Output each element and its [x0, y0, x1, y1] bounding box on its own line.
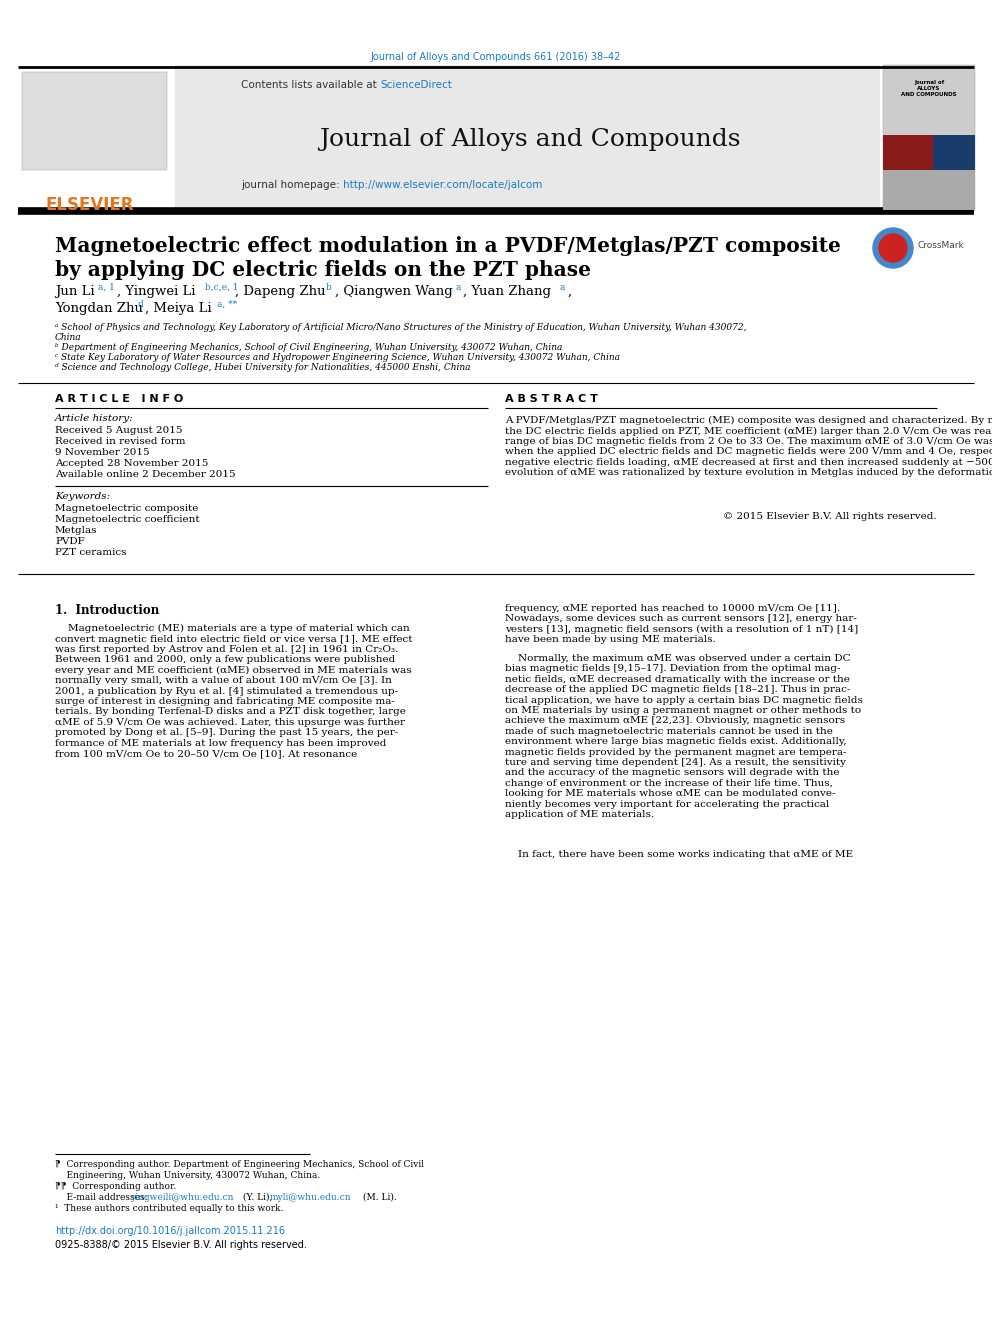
Text: frequency, αME reported has reached to 10000 mV/cm Oe [11].
Nowadays, some devic: frequency, αME reported has reached to 1… — [505, 605, 858, 644]
Text: (M. Li).: (M. Li). — [360, 1193, 397, 1203]
Text: myli@whu.edu.cn: myli@whu.edu.cn — [270, 1193, 351, 1203]
Text: a, 1: a, 1 — [98, 283, 115, 292]
Text: Magnetoelectric (ME) materials are a type of material which can
convert magnetic: Magnetoelectric (ME) materials are a typ… — [55, 624, 413, 758]
Text: Received in revised form: Received in revised form — [55, 437, 186, 446]
Text: Magnetoelectric effect modulation in a PVDF/Metglas/PZT composite: Magnetoelectric effect modulation in a P… — [55, 235, 841, 255]
Text: http://www.elsevier.com/locate/jalcom: http://www.elsevier.com/locate/jalcom — [343, 180, 543, 191]
Text: ᶜ State Key Laboratory of Water Resources and Hydropower Engineering Science, Wu: ᶜ State Key Laboratory of Water Resource… — [55, 353, 620, 363]
Text: PZT ceramics: PZT ceramics — [55, 548, 127, 557]
Text: , Meiya Li: , Meiya Li — [145, 302, 216, 315]
Text: A R T I C L E   I N F O: A R T I C L E I N F O — [55, 394, 184, 404]
Text: ᵃ School of Physics and Technology, Key Laboratory of Artificial Micro/Nano Stru: ᵃ School of Physics and Technology, Key … — [55, 323, 747, 332]
Text: , Yuan Zhang: , Yuan Zhang — [463, 284, 556, 298]
Text: Journal of Alloys and Compounds: Journal of Alloys and Compounds — [319, 128, 741, 151]
Text: Jun Li: Jun Li — [55, 284, 99, 298]
Text: a: a — [560, 283, 565, 292]
Text: d: d — [137, 300, 143, 310]
Text: , Dapeng Zhu: , Dapeng Zhu — [235, 284, 330, 298]
Text: E-mail addresses:: E-mail addresses: — [55, 1193, 151, 1203]
Text: Journal of
ALLOYS
AND COMPOUNDS: Journal of ALLOYS AND COMPOUNDS — [901, 79, 957, 97]
Text: PVDF: PVDF — [55, 537, 84, 546]
Text: 0925-8388/© 2015 Elsevier B.V. All rights reserved.: 0925-8388/© 2015 Elsevier B.V. All right… — [55, 1240, 307, 1250]
Text: a, **: a, ** — [217, 300, 237, 310]
Circle shape — [879, 234, 907, 262]
Text: Journal of Alloys and Compounds 661 (2016) 38–42: Journal of Alloys and Compounds 661 (201… — [371, 52, 621, 62]
Text: Accepted 28 November 2015: Accepted 28 November 2015 — [55, 459, 208, 468]
Text: ,: , — [568, 284, 572, 298]
Text: CrossMark: CrossMark — [917, 242, 964, 250]
Text: b: b — [326, 283, 331, 292]
Text: © 2015 Elsevier B.V. All rights reserved.: © 2015 Elsevier B.V. All rights reserved… — [723, 512, 937, 521]
Text: , Yingwei Li: , Yingwei Li — [117, 284, 199, 298]
Text: Received 5 August 2015: Received 5 August 2015 — [55, 426, 183, 435]
Text: Yongdan Zhu: Yongdan Zhu — [55, 302, 147, 315]
Text: ⁋⁋  Corresponding author.: ⁋⁋ Corresponding author. — [55, 1181, 177, 1191]
Text: http://dx.doi.org/10.1016/j.jallcom.2015.11.216: http://dx.doi.org/10.1016/j.jallcom.2015… — [55, 1226, 285, 1236]
Bar — [175, 65, 880, 210]
Text: Keywords:: Keywords: — [55, 492, 110, 501]
Text: by applying DC electric fields on the PZT phase: by applying DC electric fields on the PZ… — [55, 261, 591, 280]
Text: 1.  Introduction: 1. Introduction — [55, 605, 160, 617]
Text: journal homepage:: journal homepage: — [241, 180, 343, 191]
Text: ⁋  Corresponding author. Department of Engineering Mechanics, School of Civil: ⁋ Corresponding author. Department of En… — [55, 1160, 424, 1170]
Text: Magnetoelectric coefficient: Magnetoelectric coefficient — [55, 515, 199, 524]
Text: 9 November 2015: 9 November 2015 — [55, 448, 150, 456]
Text: Article history:: Article history: — [55, 414, 134, 423]
Text: A PVDF/Metglas/PZT magnetoelectric (ME) composite was designed and characterized: A PVDF/Metglas/PZT magnetoelectric (ME) … — [505, 415, 992, 478]
Bar — [883, 65, 975, 210]
Text: In fact, there have been some works indicating that αME of ME: In fact, there have been some works indi… — [505, 849, 853, 859]
Text: yingweili@whu.edu.cn: yingweili@whu.edu.cn — [130, 1193, 233, 1203]
Text: ᵈ Science and Technology College, Hubei University for Nationalities, 445000 Ens: ᵈ Science and Technology College, Hubei … — [55, 363, 470, 372]
Bar — [883, 135, 933, 169]
Bar — [18, 65, 175, 210]
Text: China: China — [55, 333, 81, 343]
Text: ᵇ Department of Engineering Mechanics, School of Civil Engineering, Wuhan Univer: ᵇ Department of Engineering Mechanics, S… — [55, 343, 562, 352]
Text: Metglas: Metglas — [55, 527, 97, 534]
Text: ScienceDirect: ScienceDirect — [380, 79, 452, 90]
Text: A B S T R A C T: A B S T R A C T — [505, 394, 598, 404]
Text: b,c,e, 1: b,c,e, 1 — [205, 283, 238, 292]
Text: ELSEVIER: ELSEVIER — [46, 196, 134, 214]
Bar — [933, 135, 975, 169]
Circle shape — [873, 228, 913, 269]
Text: ¹  These authors contributed equally to this work.: ¹ These authors contributed equally to t… — [55, 1204, 284, 1213]
Text: Available online 2 December 2015: Available online 2 December 2015 — [55, 470, 236, 479]
Bar — [883, 138, 975, 210]
Text: Contents lists available at: Contents lists available at — [241, 79, 380, 90]
Text: (Y. Li),: (Y. Li), — [240, 1193, 275, 1203]
Bar — [22, 71, 167, 169]
Text: Magnetoelectric composite: Magnetoelectric composite — [55, 504, 198, 513]
Text: a: a — [455, 283, 460, 292]
Text: , Qiangwen Wang: , Qiangwen Wang — [335, 284, 457, 298]
Text: Normally, the maximum αME was observed under a certain DC
bias magnetic fields [: Normally, the maximum αME was observed u… — [505, 654, 863, 819]
Text: Engineering, Wuhan University, 430072 Wuhan, China.: Engineering, Wuhan University, 430072 Wu… — [55, 1171, 320, 1180]
